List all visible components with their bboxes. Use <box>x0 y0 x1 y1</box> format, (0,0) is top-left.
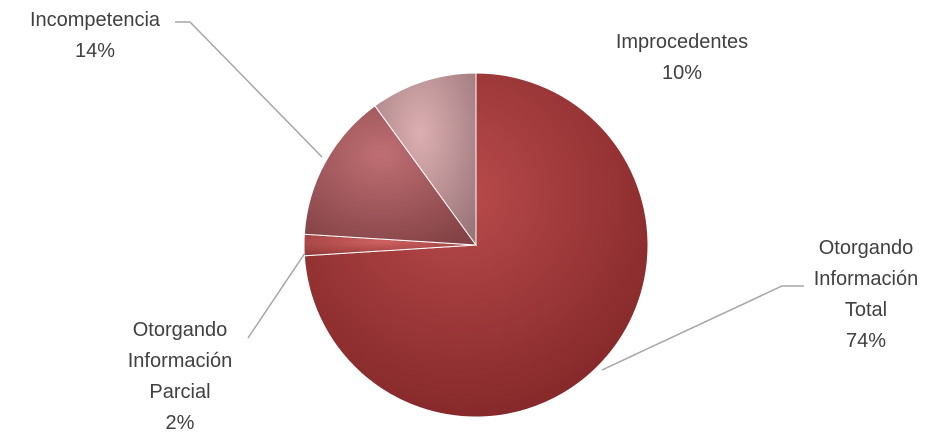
data-label: Otorgando Información Total 74% <box>814 237 919 352</box>
data-label: Otorgando Información Parcial 2% <box>128 319 233 434</box>
pie-slice-incompetencia <box>303 105 478 246</box>
data-labels: Otorgando Información Total 74% Otorgando Inf… <box>30 9 918 434</box>
leader-line <box>175 21 323 158</box>
leader-line <box>601 285 804 371</box>
data-label: Improcedentes 10% <box>616 31 748 84</box>
pie-slices <box>303 72 649 418</box>
leader-line <box>247 252 306 339</box>
leader-lines <box>175 21 804 371</box>
pie-slice-improcedentes <box>374 72 477 247</box>
data-label: Incompetencia 14% <box>30 9 161 62</box>
